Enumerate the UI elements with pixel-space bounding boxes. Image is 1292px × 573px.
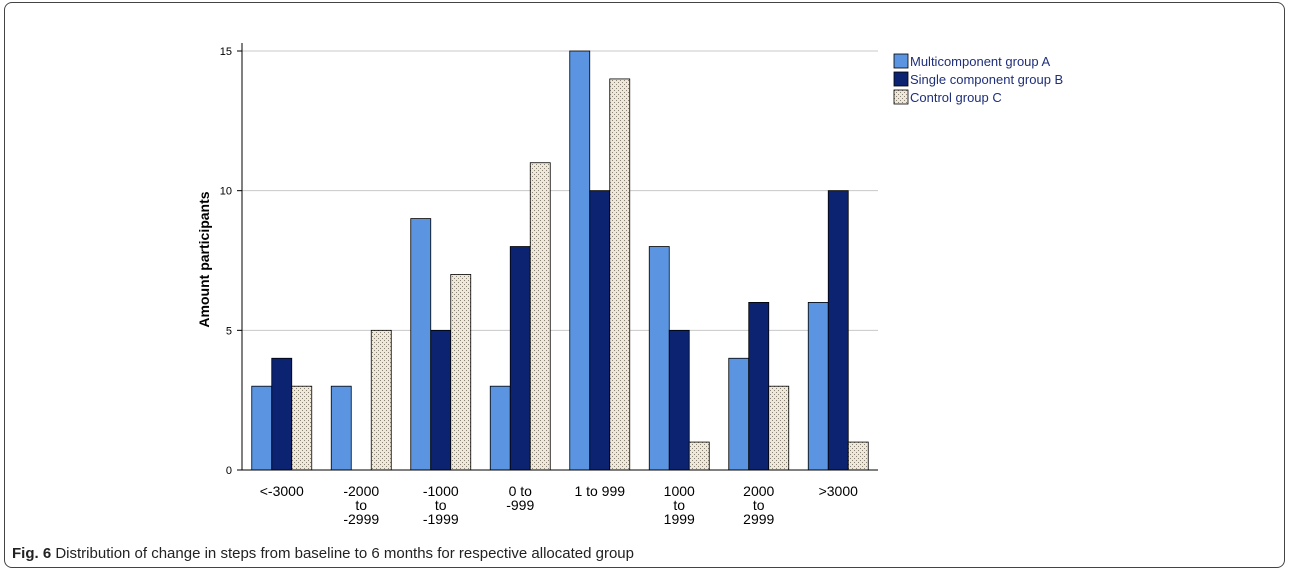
bar-a-3: [489, 385, 511, 471]
bar-a-5: [648, 246, 670, 471]
bar-a-4: [569, 50, 591, 471]
x-tick-label-line: 1000: [664, 483, 695, 499]
figure-caption: Fig. 6 Distribution of change in steps f…: [12, 545, 634, 562]
bar-b-2: [430, 329, 452, 471]
x-tick-label-line: -1000: [423, 483, 459, 499]
bar-a-0: [251, 385, 273, 471]
legend-label: Multicomponent group A: [910, 54, 1051, 69]
y-tick-label: 5: [226, 325, 232, 337]
bar-a-7: [807, 301, 829, 471]
x-tick-label-line: 1 to 999: [574, 483, 625, 499]
bar-a-6: [728, 357, 750, 471]
x-tick-label: -1000 to -1999: [423, 483, 459, 527]
bar-a-2: [410, 218, 432, 471]
x-tick-label-line: 1999: [664, 511, 695, 527]
bar-b-7: [827, 190, 849, 471]
legend-label: Control group C: [910, 90, 1002, 105]
x-tick-label-line: to: [435, 497, 447, 513]
x-tick-label-line: to: [673, 497, 685, 513]
x-tick-label-line: 0 to: [509, 483, 533, 499]
x-tick-label: 0 to -999: [506, 483, 534, 513]
y-tick-label: 0: [226, 465, 232, 477]
x-tick-label: <-3000: [260, 483, 304, 499]
figure-label: Fig. 6: [12, 545, 52, 562]
y-tick-label: 10: [220, 186, 232, 198]
figure-frame: [4, 2, 1285, 568]
x-tick-label-line: to: [753, 497, 765, 513]
x-tick-label-line: -1999: [423, 511, 459, 527]
bar-c-3: [529, 162, 551, 471]
bar-a-1: [330, 385, 352, 471]
x-tick-label-line: -2999: [343, 511, 379, 527]
x-tick-label-line: <-3000: [260, 483, 304, 499]
legend-label: Single component group B: [910, 72, 1063, 87]
bar-c-4: [609, 78, 631, 471]
x-tick-label-line: 2999: [743, 511, 774, 527]
legend-swatch: [893, 71, 909, 87]
figure-caption-text: Distribution of change in steps from bas…: [55, 545, 634, 562]
x-tick-label: 1000 to 1999: [664, 483, 695, 527]
y-axis-label: Amount participants: [196, 191, 212, 327]
bar-b-0: [271, 357, 293, 471]
bar-c-0: [291, 385, 313, 471]
bar-c-7: [847, 441, 869, 471]
bar-b-6: [748, 301, 770, 471]
bar-c-1: [370, 329, 392, 471]
legend-swatch: [893, 89, 909, 105]
bar-c-2: [450, 274, 472, 471]
bar-b-4: [589, 190, 611, 471]
x-tick-label-line: -999: [506, 497, 534, 513]
bar-b-5: [668, 329, 690, 471]
x-tick-label: 2000 to 2999: [743, 483, 774, 527]
bar-b-3: [509, 246, 531, 471]
x-tick-label-line: 2000: [743, 483, 774, 499]
x-tick-label-line: to: [355, 497, 367, 513]
bar-c-6: [768, 385, 790, 471]
y-tick-label: 15: [220, 46, 232, 58]
x-tick-label-line: -2000: [343, 483, 379, 499]
legend-swatch: [893, 53, 909, 69]
x-tick-label: -2000 to -2999: [343, 483, 379, 527]
bar-c-5: [688, 441, 710, 471]
x-tick-label-line: >3000: [819, 483, 859, 499]
x-tick-label: >3000: [819, 483, 859, 499]
x-tick-label: 1 to 999: [574, 483, 625, 499]
